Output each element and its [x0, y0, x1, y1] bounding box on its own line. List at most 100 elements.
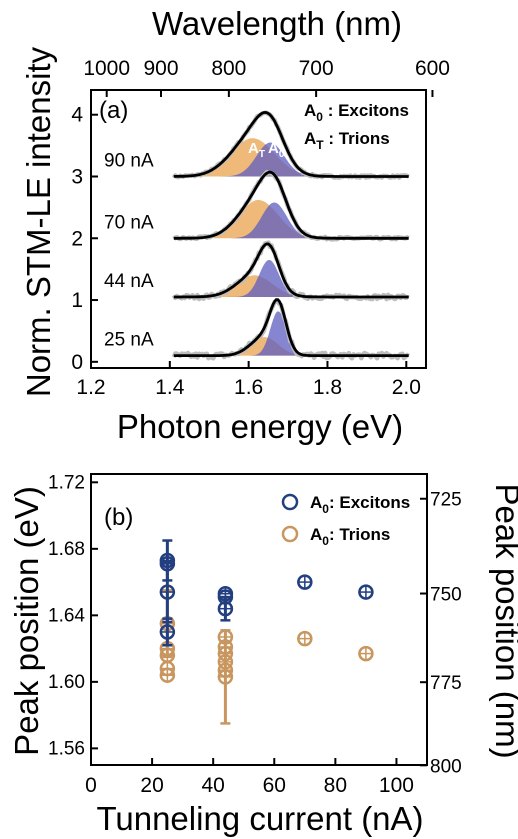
a-x2tick-label: 800: [211, 57, 246, 80]
legend-b-exciton-sub: 0: [322, 502, 329, 516]
b-xtick-label: 0: [85, 774, 97, 797]
a-x2tick-label: 900: [143, 57, 178, 80]
a-curve-label-3: 25 nA: [104, 330, 154, 351]
b-trion-point-4: [159, 667, 176, 683]
panel-b-right-axis-title: Peak position (nm): [489, 483, 518, 758]
legend-a-trion: AT : Trions: [304, 129, 390, 152]
panel-b-x-axis-ticks: 0 20 40 60 80 100: [85, 758, 414, 797]
a-x2tick-label: 1000: [83, 57, 130, 80]
panel-b-y-axis-title: Peak position (eV): [8, 486, 45, 756]
a-ytick-label: 3: [71, 165, 83, 188]
b-y2tick-label: 725: [430, 490, 462, 511]
b-exciton-point-6: [217, 600, 234, 617]
b-ytick-label: 1.72: [48, 472, 85, 493]
a-trion-fill-2: [173, 275, 409, 297]
peak-label-exciton-sub: 0: [279, 149, 285, 160]
a-fit-line-2: [173, 242, 409, 299]
panel-b-legend: A0: Excitons A0: Trions: [281, 493, 410, 548]
legend-a-trion-symbol: A: [304, 129, 316, 148]
panel-b-right-axis-ticks: 725 750 775 800: [420, 490, 462, 777]
a-curve-label-1: 70 nA: [104, 212, 154, 233]
legend-b-exciton: A0: Excitons: [310, 493, 410, 516]
legend-a-exciton-text: : Excitons: [323, 101, 409, 120]
a-curve-label-2: 44 nA: [104, 271, 154, 292]
panel-a-legend: A0 : Excitons AT : Trions: [304, 101, 409, 152]
panel-b-y-axis-ticks: 1.56 1.60 1.64 1.68 1.72: [48, 472, 98, 759]
b-trion-point-12: [358, 645, 374, 662]
b-y2tick-label: 775: [430, 673, 462, 694]
panel-b-label: (b): [104, 504, 133, 531]
legend-b-trion-sub: 0: [322, 534, 329, 548]
peak-label-trion-symbol: A: [248, 140, 259, 157]
panel-b-x-axis-title: Tunneling current (nA): [96, 800, 423, 837]
b-xtick-label: 80: [324, 774, 347, 797]
a-fit-line-0: [173, 110, 409, 178]
legend-a-exciton-sub: 0: [316, 110, 323, 124]
b-ytick-label: 1.68: [48, 539, 85, 560]
a-x2tick-label: 700: [299, 57, 334, 80]
panel-a-x-axis-ticks: 1.2 1.4 1.6 1.8 2.0: [76, 361, 421, 399]
panel-a-x-axis-title: Photon energy (eV): [117, 408, 403, 445]
panel-a-top-axis-ticks: 1000 900 800 700 600: [83, 57, 450, 97]
legend-a-exciton-symbol: A: [304, 101, 316, 120]
panel-a-top-axis-title: Wavelength (nm): [152, 5, 402, 42]
legend-b-exciton-symbol: A: [310, 493, 322, 512]
a-ytick-label: 1: [71, 289, 83, 312]
panel-a-plot-frame: [90, 89, 427, 369]
a-exciton-fill-3: [173, 311, 409, 356]
legend-b-trion-symbol: A: [310, 525, 322, 544]
panel-b-plot-frame: [90, 473, 428, 766]
panel-b-data-points: [159, 539, 374, 725]
panel-a-y-axis-title: Norm. STM-LE intensity: [20, 46, 57, 397]
panel-a-label: (a): [99, 97, 128, 124]
b-xtick-label: 40: [202, 774, 225, 797]
a-x2tick-label: 600: [415, 57, 450, 80]
peak-label-exciton-symbol: A: [268, 140, 279, 157]
b-trion-point-11: [297, 630, 313, 647]
legend-a-trion-sub: T: [316, 138, 324, 152]
a-exciton-fill-1: [173, 202, 409, 239]
a-xtick-label: 1.8: [313, 376, 342, 399]
b-exciton-point-8: [358, 584, 374, 600]
a-ytick-label: 4: [71, 104, 83, 127]
b-exciton-point-7: [297, 574, 313, 590]
panel-a-current-labels: 90 nA 70 nA 44 nA 25 nA: [104, 150, 154, 350]
panel-a-spectra: Wavelength (nm) 1000 900 800 700 600 1.2 1.4 1…: [20, 5, 450, 445]
b-y2tick-label: 750: [430, 585, 462, 606]
a-xtick-label: 1.6: [234, 376, 263, 399]
a-exciton-fill-0: [173, 142, 409, 177]
a-fit-line-3: [173, 298, 409, 357]
b-exciton-point-3: [159, 624, 176, 640]
a-ytick-label: 0: [71, 351, 83, 374]
a-fit-line-1: [173, 170, 409, 240]
legend-b-trion: A0: Trions: [310, 525, 390, 548]
legend-b-exciton-marker: [281, 493, 299, 511]
a-curve-label-0: 90 nA: [104, 150, 154, 171]
panel-b-peak-positions: 0 20 40 60 80 100 1.56 1.60 1.64 1.68 1.72 725 750…: [8, 472, 518, 837]
peak-label-trion-sub: T: [259, 149, 265, 160]
a-xtick-label: 1.4: [155, 376, 185, 399]
b-ytick-label: 1.60: [48, 672, 85, 693]
legend-a-exciton: A0 : Excitons: [304, 101, 409, 124]
b-exciton-point-2: [159, 584, 176, 600]
b-ytick-label: 1.56: [48, 738, 85, 759]
b-xtick-label: 20: [140, 774, 163, 797]
legend-b-exciton-text: : Excitons: [329, 493, 410, 512]
a-ytick-label: 2: [71, 227, 83, 250]
b-xtick-label: 60: [263, 774, 286, 797]
b-trion-point-10: [217, 669, 234, 685]
b-xtick-label: 100: [379, 774, 414, 797]
legend-b-trion-text: : Trions: [329, 525, 390, 544]
legend-b-trion-marker: [281, 525, 299, 543]
a-xtick-label: 1.2: [76, 376, 105, 399]
a-trion-fill-0: [173, 138, 409, 177]
b-y2tick-label: 800: [430, 756, 462, 777]
a-trion-fill-1: [173, 200, 409, 239]
peak-label-exciton: A0: [268, 140, 285, 160]
panel-a-fit-curves: [173, 110, 409, 357]
a-xtick-label: 2.0: [392, 376, 421, 399]
panel-a-y-axis-ticks: 0 1 2 3 4: [71, 104, 98, 374]
legend-a-trion-text: : Trions: [324, 129, 390, 148]
peak-label-trion: AT: [248, 140, 265, 160]
